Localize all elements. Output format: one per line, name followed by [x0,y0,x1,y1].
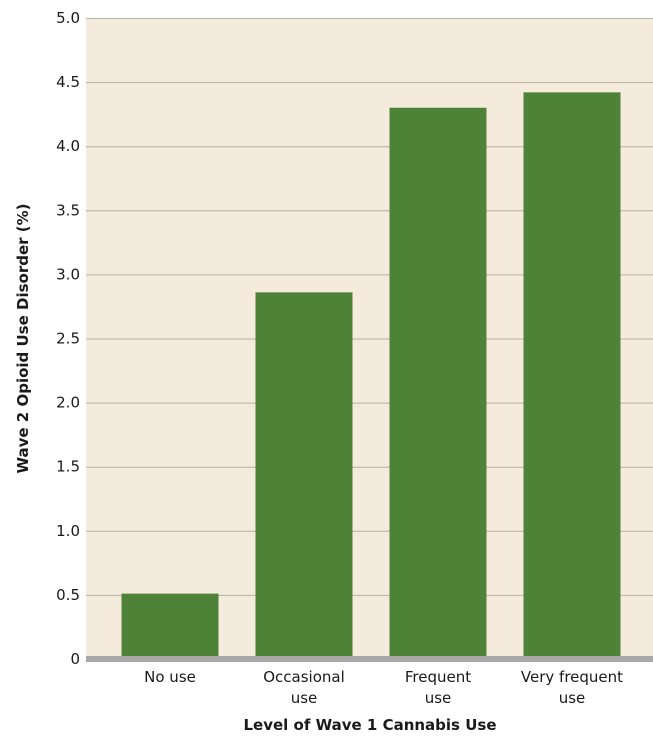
x-category-label: use [291,689,318,707]
y-tick-labels: 0 0.5 1.0 1.5 2.0 2.5 3.0 3.5 4.0 4.5 5.0 [56,9,80,668]
x-category-label: Occasional [263,668,345,686]
x-category-label: use [559,689,586,707]
x-axis-title: Level of Wave 1 Cannabis Use [244,716,497,734]
x-axis-baseline [86,656,653,662]
y-tick-label: 3.0 [56,265,80,283]
bar [523,92,621,659]
y-tick-label: 3.5 [56,201,80,219]
y-tick-label: 2.5 [56,330,80,348]
y-tick-label: 4.5 [56,73,80,91]
x-category-label: use [425,689,452,707]
y-tick-label: 2.0 [56,394,80,412]
y-axis-title: Wave 2 Opioid Use Disorder (%) [14,204,32,474]
x-category-label: Very frequent [521,668,623,686]
y-tick-label: 4.0 [56,137,80,155]
y-tick-label: 1.5 [56,458,80,476]
y-tick-label: 0 [70,650,80,668]
x-category-label: Frequent [405,668,471,686]
bar [121,593,219,659]
y-tick-label: 5.0 [56,9,80,27]
x-category-labels: No use Occasional use Frequent use Very frequ… [144,668,623,707]
bar [255,292,353,659]
bar [389,107,487,660]
y-tick-label: 1.0 [56,522,80,540]
y-tick-label: 0.5 [56,586,80,604]
x-category-label: No use [144,668,196,686]
bars [121,92,621,660]
